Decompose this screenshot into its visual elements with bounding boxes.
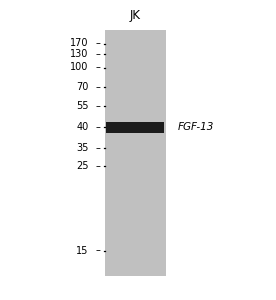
Text: –: – (96, 100, 101, 111)
Text: –: – (96, 49, 101, 59)
Text: –: – (96, 82, 101, 92)
Text: 100: 100 (70, 62, 88, 73)
Text: FGF-13: FGF-13 (178, 122, 214, 133)
Text: –: – (96, 245, 101, 256)
Text: 35: 35 (76, 142, 88, 153)
Text: 70: 70 (76, 82, 88, 92)
Text: 55: 55 (76, 100, 88, 111)
Text: –: – (96, 62, 101, 73)
Text: –: – (96, 142, 101, 153)
Text: 25: 25 (76, 160, 88, 171)
Text: 170: 170 (70, 38, 88, 49)
Text: JK: JK (130, 10, 141, 22)
Text: 130: 130 (70, 49, 88, 59)
Text: –: – (96, 122, 101, 132)
Text: –: – (96, 38, 101, 49)
Text: 15: 15 (76, 245, 88, 256)
Text: 40: 40 (76, 122, 88, 132)
Text: –: – (96, 160, 101, 171)
Bar (106, 122, 164, 133)
Bar (105, 30, 166, 276)
